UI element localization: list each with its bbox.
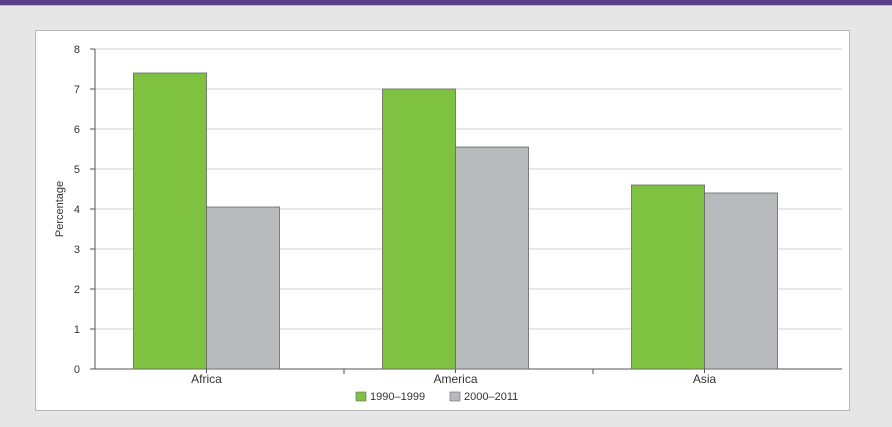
header-divider [0, 5, 892, 6]
y-tick-label-4: 4 [74, 204, 80, 216]
y-tick-label-0: 0 [74, 364, 80, 376]
bar-asia-series-2 [704, 192, 778, 370]
legend-swatch-1 [355, 391, 367, 402]
bar-africa-series-1 [133, 72, 207, 370]
y-tick-label-8: 8 [74, 44, 80, 56]
x-tick-label-asia: Asia [693, 372, 717, 386]
legend-label-1: 1990–1999 [370, 391, 425, 403]
bar-america-series-1 [382, 88, 456, 370]
bar-africa-series-2 [206, 206, 280, 370]
y-tick-label-5: 5 [74, 164, 80, 176]
header-accent-bar [0, 0, 892, 5]
y-tick-label-2: 2 [74, 284, 80, 296]
y-axis-label: Percentage [54, 181, 66, 237]
bar-asia-series-1 [631, 184, 705, 370]
bar-america-series-2 [455, 146, 529, 370]
y-tick-label-7: 7 [74, 84, 80, 96]
x-tick-label-africa: Africa [191, 372, 222, 386]
y-tick-label-3: 3 [74, 244, 80, 256]
x-tick-label-america: America [433, 372, 477, 386]
y-tick-label-1: 1 [74, 324, 80, 336]
legend-label-2: 2000–2011 [464, 391, 518, 403]
legend-swatch-2 [449, 391, 461, 402]
y-tick-label-6: 6 [74, 124, 80, 136]
